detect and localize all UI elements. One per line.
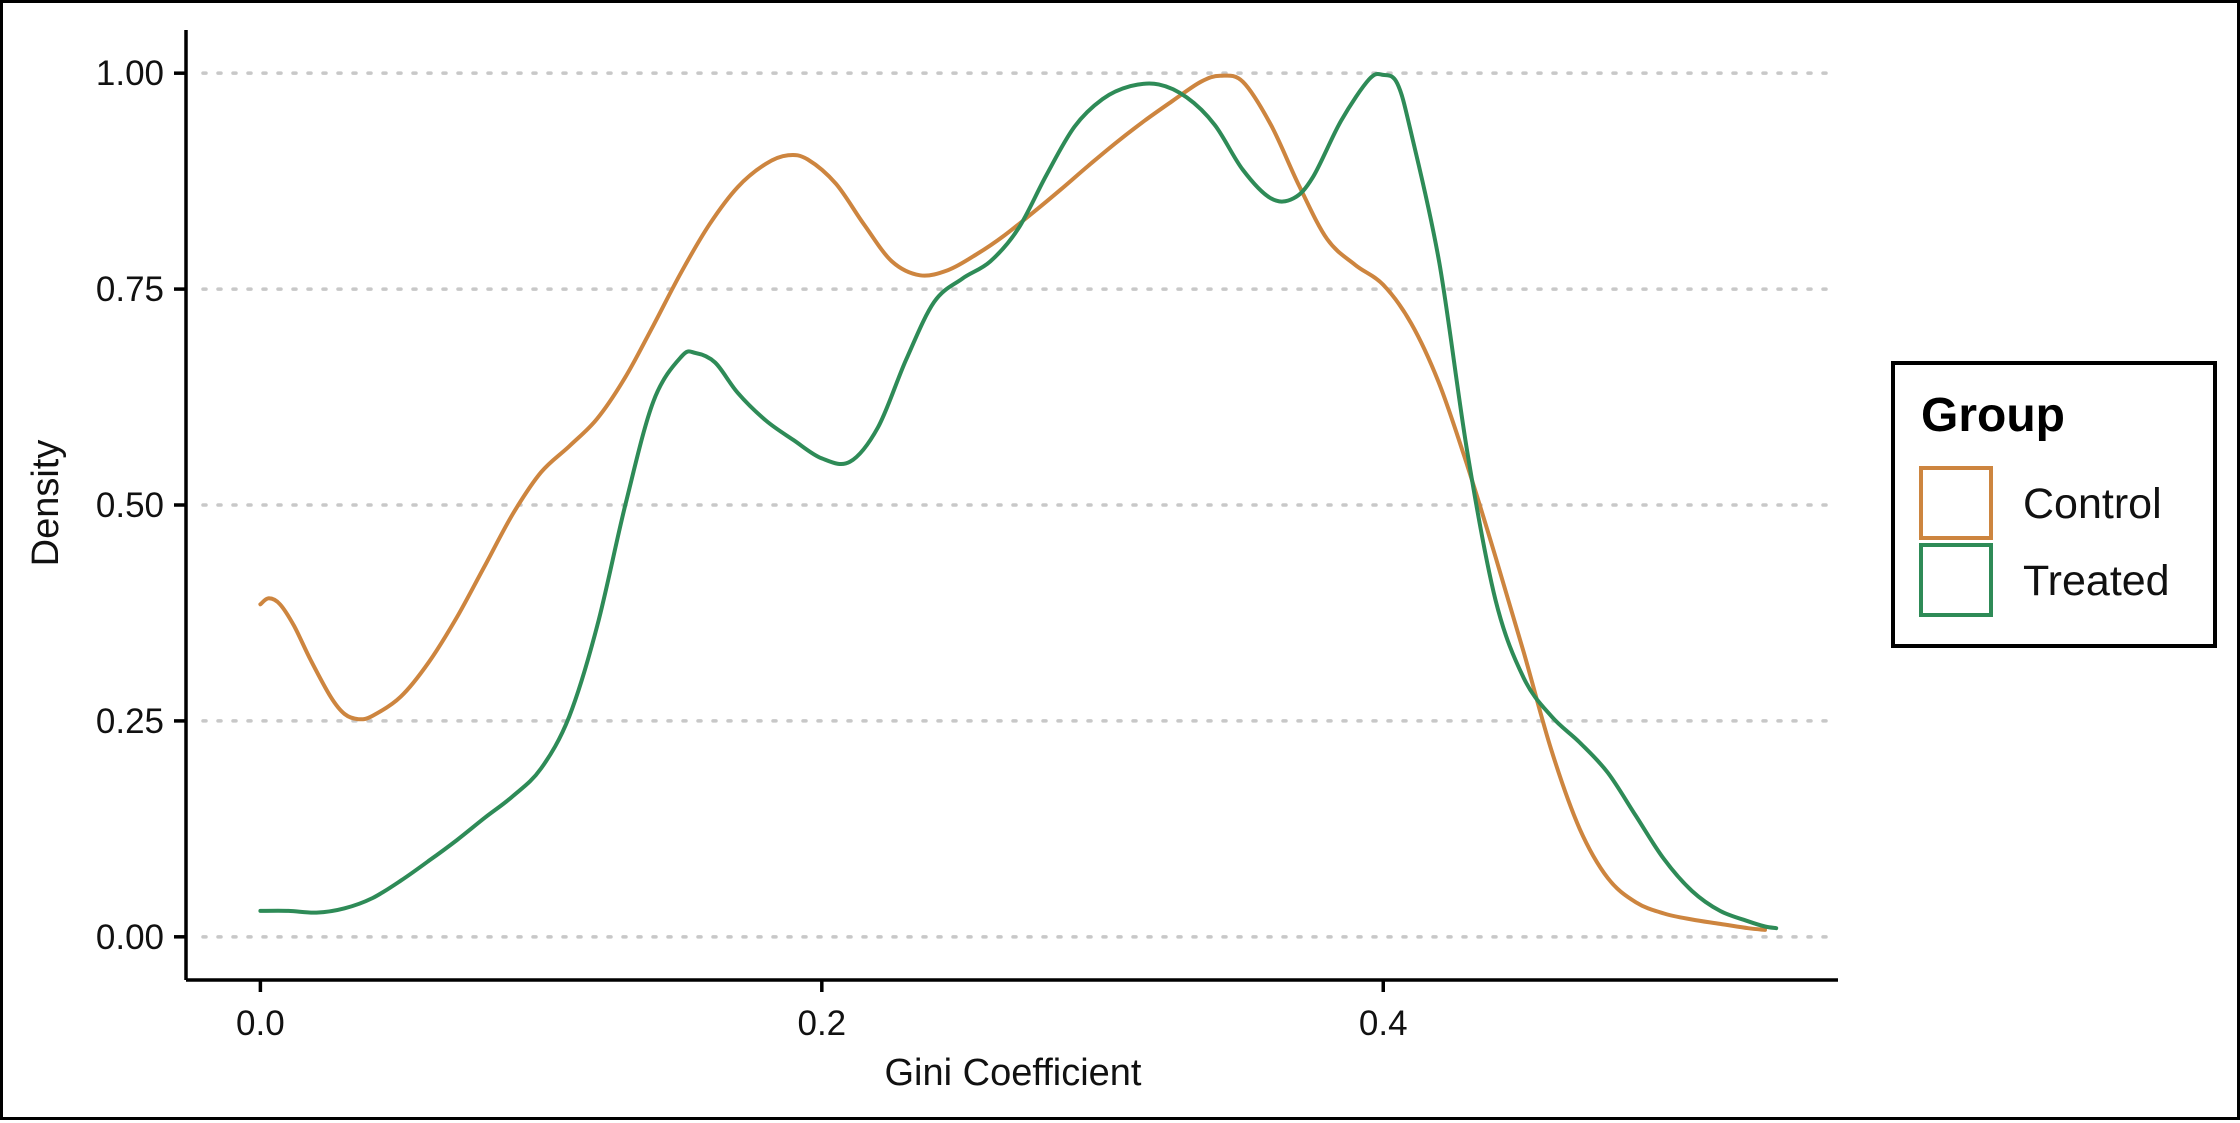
series-lines — [258, 71, 1779, 932]
y-tick-label: 0.25 — [96, 702, 164, 741]
legend-label-control: Control — [2023, 480, 2162, 528]
series-line-control — [258, 73, 1767, 932]
legend-title: Group — [1921, 389, 2065, 442]
y-tick-label: 0.50 — [96, 486, 164, 525]
y-axis-ticks: 0.00 0.25 0.50 0.75 1.00 — [96, 54, 186, 957]
y-tick-label: 1.00 — [96, 54, 164, 93]
density-chart: 0.00 0.25 0.50 0.75 1.00 0.0 0.2 0.4 Gini Coef… — [25, 30, 2217, 1094]
y-tick-label: 0.00 — [96, 918, 164, 957]
legend-key-control — [1919, 466, 1993, 540]
x-tick-label: 0.0 — [236, 1004, 285, 1043]
y-axis-title: Density — [25, 440, 67, 567]
legend-key-treated — [1919, 543, 1993, 617]
gridlines — [201, 71, 1840, 939]
legend-label-treated: Treated — [2023, 557, 2170, 605]
x-axis-ticks: 0.0 0.2 0.4 — [236, 980, 1408, 1043]
series-line-treated — [258, 71, 1779, 931]
y-tick-label: 0.75 — [96, 270, 164, 309]
legend: Group Control Treated — [1891, 361, 2217, 648]
legend-items: Control Treated — [1919, 466, 2170, 617]
x-tick-label: 0.2 — [797, 1004, 846, 1043]
x-axis-title: Gini Coefficient — [885, 1052, 1142, 1094]
x-tick-label: 0.4 — [1359, 1004, 1408, 1043]
